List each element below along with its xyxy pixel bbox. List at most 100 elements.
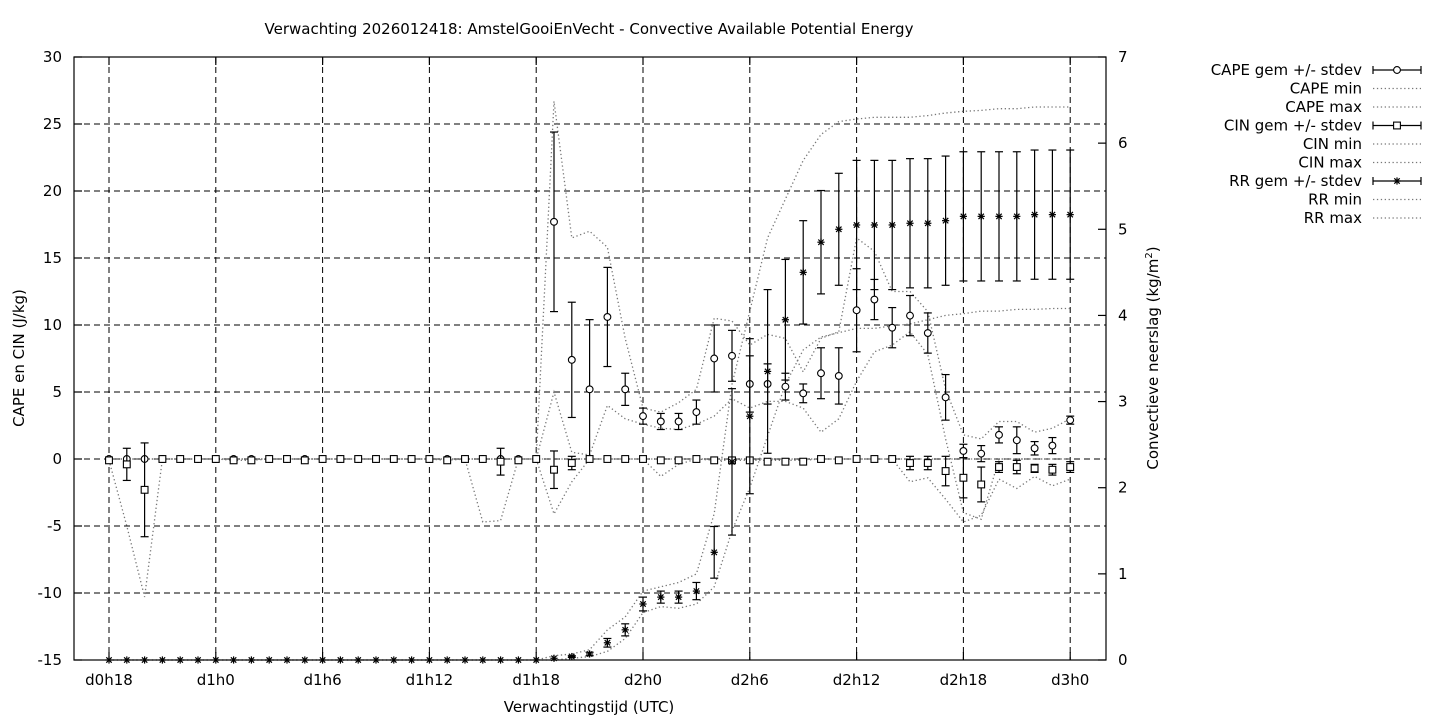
data-point-star — [1066, 211, 1074, 219]
y2-axis-label-end: ) — [1144, 246, 1162, 252]
data-point-star — [746, 412, 754, 420]
data-point-circle — [1012, 436, 1021, 445]
data-point-circle — [656, 417, 665, 426]
data-point-circle — [585, 385, 594, 394]
data-point-square — [1030, 464, 1039, 473]
y-tick-label: 30 — [43, 48, 62, 66]
y2-axis-label-main: Convectieve neerslag (kg/m — [1144, 259, 1162, 470]
data-point-square — [194, 455, 202, 463]
data-point-star — [959, 212, 967, 220]
data-point-star — [942, 217, 950, 225]
data-point-square — [478, 455, 487, 463]
axis-ticks — [74, 56, 1106, 661]
data-point-square — [389, 455, 398, 463]
data-point-star — [781, 316, 789, 324]
y-tick-label: 20 — [43, 182, 62, 200]
series-line-cin-min — [108, 458, 1071, 598]
data-point-star — [835, 225, 843, 233]
y2-tick-label: 4 — [1118, 306, 1128, 324]
data-marks — [105, 131, 1075, 664]
x-tick-label: d2h6 — [731, 671, 769, 689]
data-point-circle — [941, 393, 950, 402]
data-point-star — [1031, 211, 1039, 219]
y2-tick-label: 3 — [1118, 393, 1128, 411]
x-tick-label: d2h18 — [940, 671, 988, 689]
data-point-circle — [817, 369, 825, 378]
legend-swatch — [1372, 177, 1422, 185]
data-point-circle — [834, 371, 843, 380]
data-point-circle — [852, 306, 861, 315]
data-point-square — [995, 463, 1003, 471]
data-point-square — [122, 460, 131, 469]
data-point-star — [603, 639, 611, 647]
data-point-square — [888, 455, 897, 463]
y-tick-label: -10 — [38, 584, 63, 602]
data-point-square — [852, 455, 861, 463]
data-point-square — [283, 455, 291, 463]
data-point-square — [105, 456, 113, 465]
x-tick-label: d2h0 — [624, 671, 662, 689]
plot-frame — [73, 56, 1107, 661]
data-point-square — [211, 455, 220, 463]
data-point-square — [140, 485, 149, 494]
data-point-square — [1048, 465, 1057, 474]
x-axis-label: Verwachtingstijd (UTC) — [504, 698, 675, 716]
data-point-square — [585, 455, 594, 463]
data-point-square — [906, 459, 914, 467]
data-point-circle — [710, 354, 719, 363]
data-point-square — [977, 480, 986, 489]
data-point-square — [1393, 121, 1401, 130]
data-point-circle — [1048, 441, 1057, 450]
data-point-star — [924, 219, 932, 227]
data-point-star — [710, 548, 718, 556]
data-point-star — [586, 650, 594, 658]
data-point-square — [639, 455, 647, 463]
data-point-circle — [603, 313, 612, 321]
data-point-circle — [621, 385, 630, 394]
x-tick-label: d1h18 — [512, 671, 560, 689]
chart-title: Verwachting 2026012418: AmstelGooiEnVech… — [265, 20, 914, 38]
x-tick-label: d2h12 — [833, 671, 881, 689]
data-point-square — [959, 473, 968, 482]
data-point-square — [674, 456, 683, 465]
data-point-star — [977, 212, 985, 220]
data-point-square — [1066, 463, 1075, 471]
data-point-square — [710, 456, 719, 465]
data-point-square — [176, 455, 185, 463]
data-point-square — [550, 465, 558, 474]
legend-label: CAPE min — [1290, 80, 1362, 98]
data-point-square — [318, 455, 327, 463]
data-point-star — [764, 367, 772, 376]
data-point-circle — [906, 311, 914, 320]
data-point-circle — [550, 217, 558, 226]
y2-tick-label: 1 — [1118, 565, 1128, 583]
tick-labels: d0h18 d1h0 d1h6 d1h12 d1h18 d2h0 d2h6 d2h12 d2h1… — [38, 48, 1128, 689]
data-point-square — [923, 459, 932, 467]
legend-label: CIN gem +/- stdev — [1224, 117, 1362, 135]
y-axis-label: CAPE en CIN (J/kg) — [10, 289, 28, 427]
y2-axis-label: Convectieve neerslag (kg/m2) — [1144, 246, 1162, 469]
data-point-star — [995, 212, 1003, 220]
data-point-square — [941, 467, 950, 476]
y-tick-label: 15 — [43, 249, 62, 267]
data-point-star — [692, 587, 700, 595]
y-tick-label: 25 — [43, 115, 62, 133]
data-point-square — [870, 455, 879, 463]
data-point-square — [354, 455, 363, 463]
data-point-square — [425, 455, 434, 463]
y-tick-label: -5 — [47, 517, 62, 535]
data-point-square — [834, 456, 843, 465]
y2-tick-label: 2 — [1118, 479, 1128, 497]
data-point-circle — [799, 389, 808, 398]
legend-label: RR gem +/- stdev — [1229, 172, 1362, 190]
data-point-star — [1013, 212, 1021, 220]
y-tick-label: 0 — [52, 450, 62, 468]
data-point-square — [567, 459, 576, 467]
x-tick-label: d1h12 — [406, 671, 454, 689]
legend-swatch — [1372, 121, 1422, 130]
data-point-circle — [781, 382, 790, 391]
data-point-star — [853, 221, 861, 229]
data-point-square — [603, 455, 612, 463]
data-point-star — [870, 221, 878, 229]
